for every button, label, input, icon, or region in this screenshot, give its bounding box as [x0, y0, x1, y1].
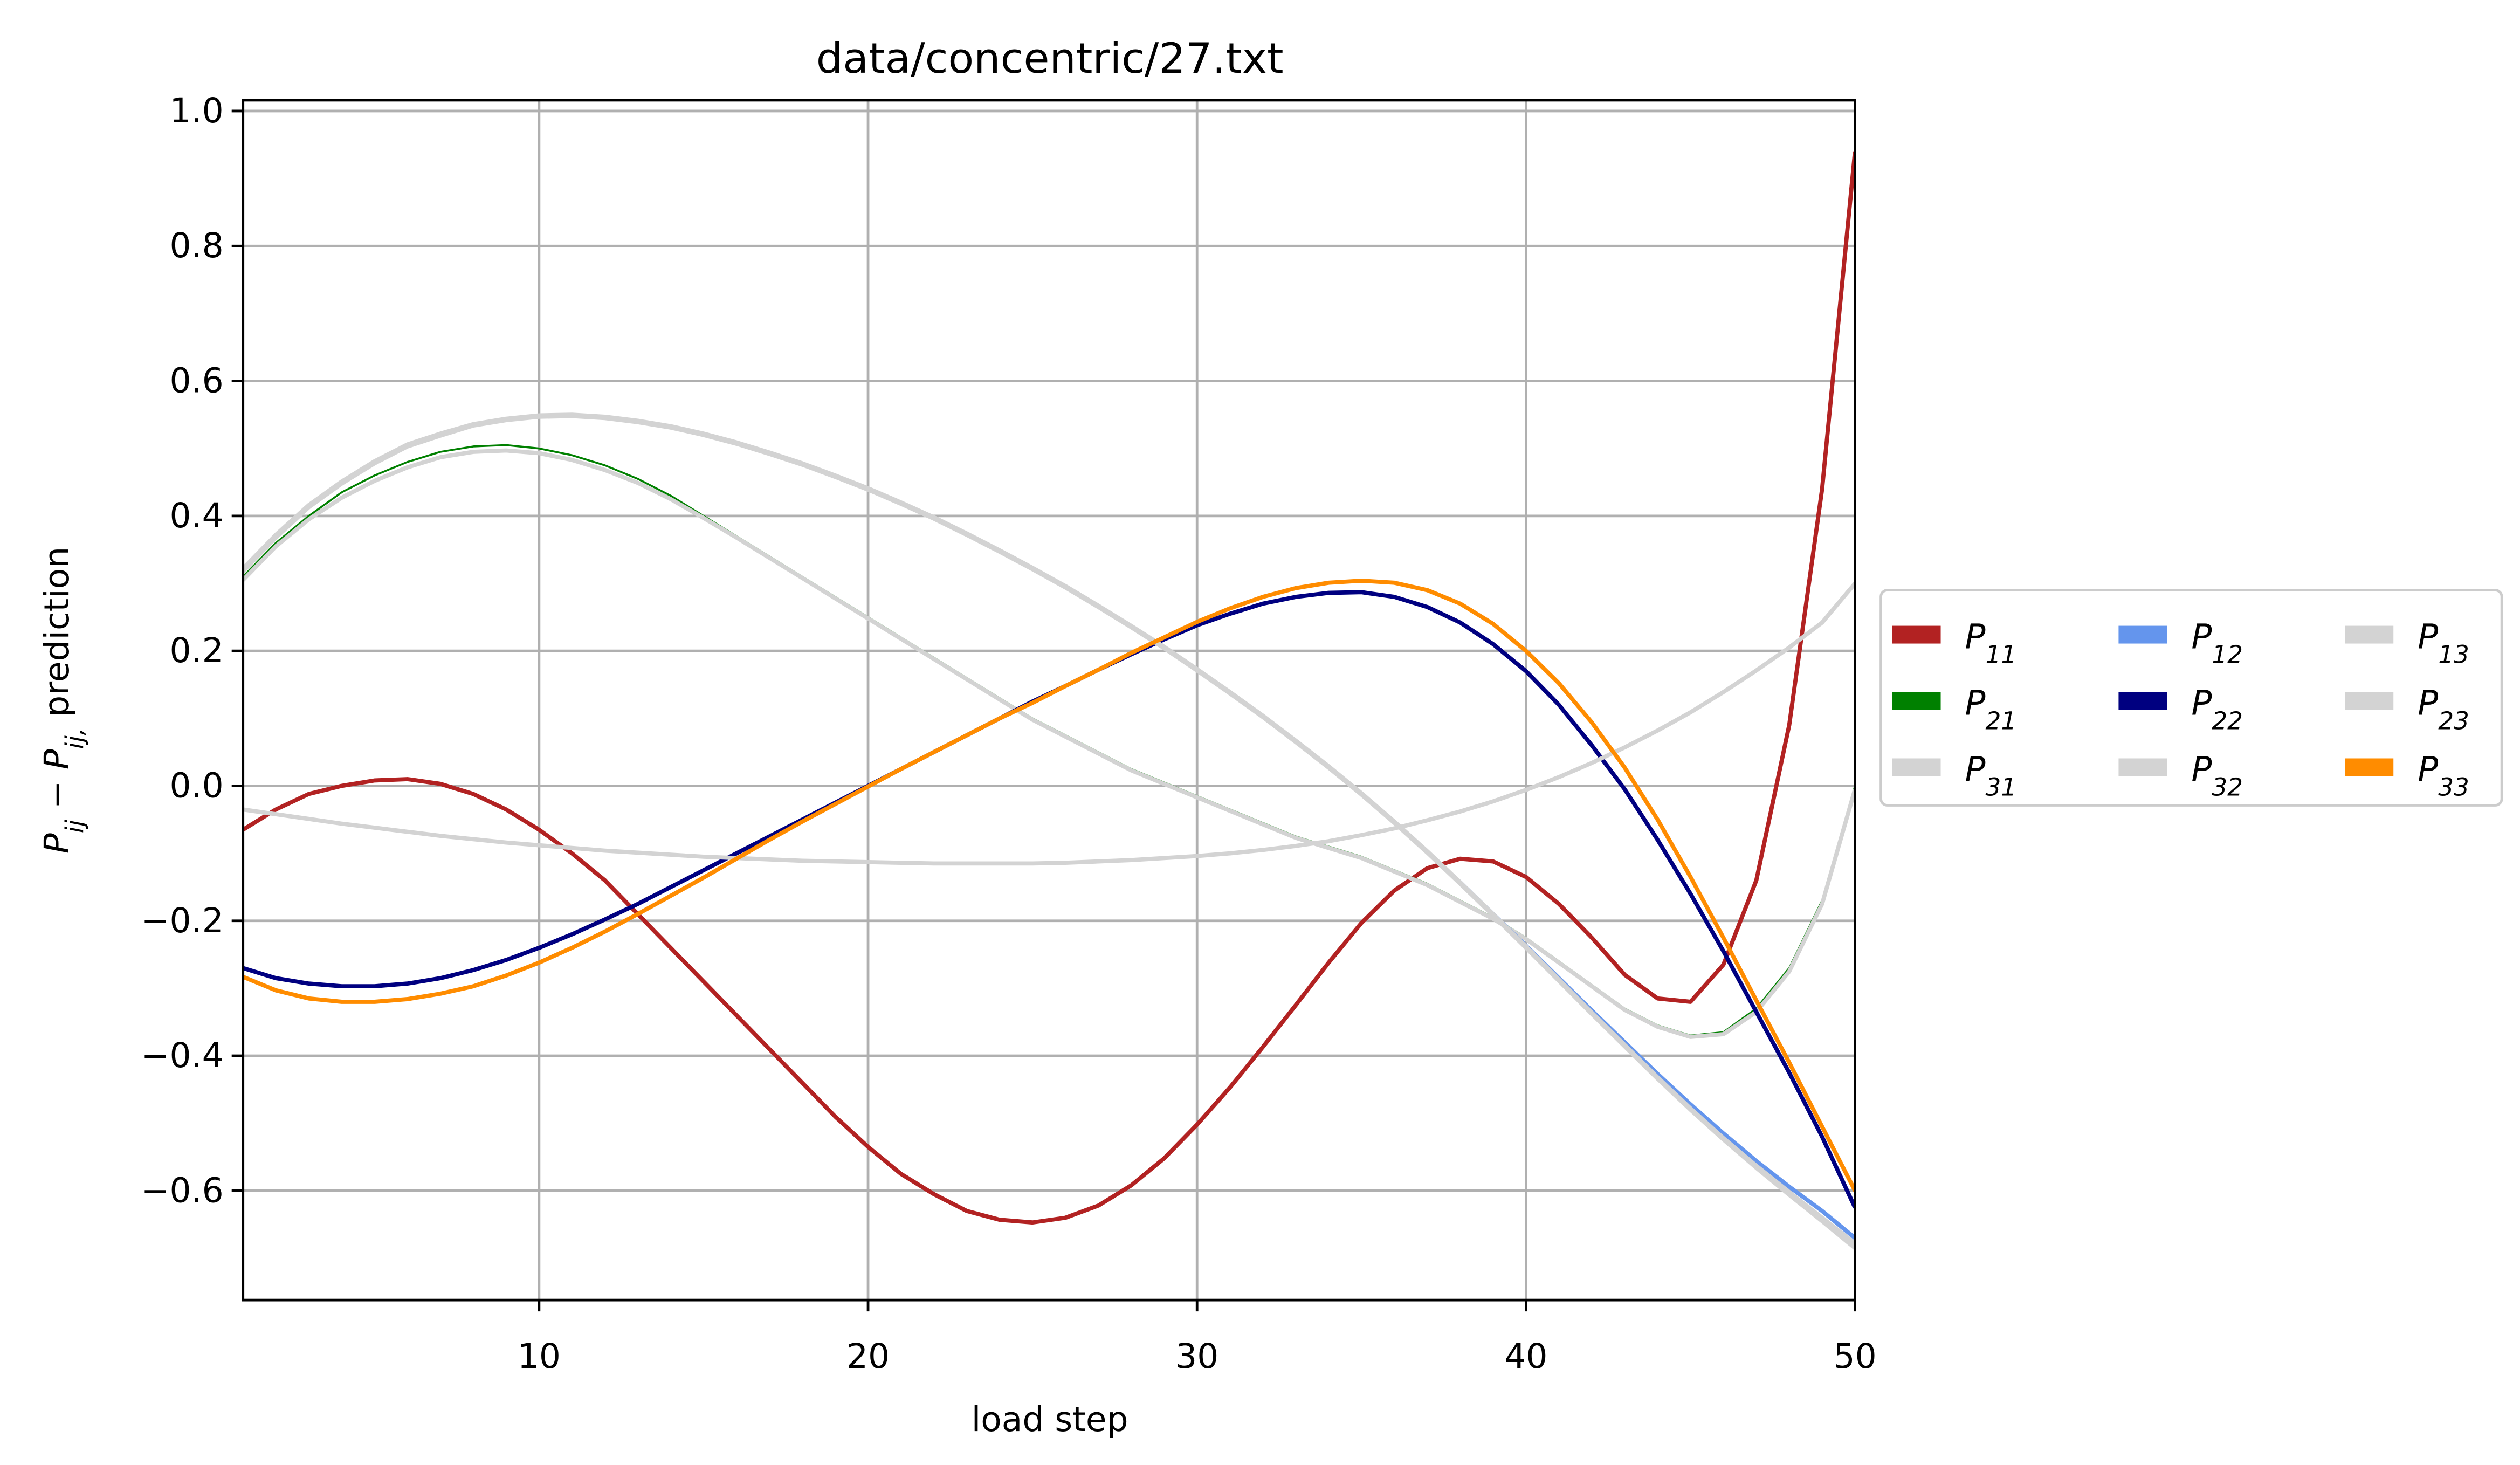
legend-label: P23	[2418, 684, 2469, 735]
legend-label: P21	[1965, 684, 2017, 735]
legend-swatch	[1892, 758, 1941, 776]
series-line	[243, 579, 1855, 1192]
legend-label: P22	[2191, 684, 2243, 735]
series-line	[243, 412, 1855, 1246]
x-tick-label: 50	[1834, 1337, 1877, 1376]
legend-label: P12	[2191, 617, 2243, 669]
y-tick-label: 0.4	[170, 496, 224, 535]
y-tick-label: 0.2	[170, 631, 224, 670]
legend-label: P11	[1965, 617, 2017, 669]
chart-title: data/concentric/27.txt	[816, 35, 1284, 83]
series-line	[243, 448, 1855, 1039]
x-axis-label: load step	[972, 1400, 1128, 1439]
y-tick-label: 0.8	[170, 226, 224, 265]
legend-swatch	[1892, 625, 1941, 644]
legend-box	[1879, 589, 2503, 807]
legend-swatch	[2118, 758, 2167, 776]
series-line	[243, 151, 1855, 1225]
legend-swatch	[2345, 758, 2394, 776]
legend-label: P31	[1965, 749, 2017, 801]
legend-swatch	[2118, 692, 2167, 710]
legend-label: P33	[2418, 749, 2469, 801]
x-tick-label: 20	[846, 1337, 890, 1376]
legend-swatch	[2345, 625, 2394, 644]
x-tick-label: 30	[1175, 1337, 1218, 1376]
y-tick-label: 0.6	[170, 361, 224, 401]
y-tick-label: 1.0	[170, 91, 224, 130]
x-tick-label: 10	[518, 1337, 561, 1376]
legend-label: P32	[2191, 749, 2243, 801]
legend-swatch	[2118, 625, 2167, 644]
series-line	[243, 582, 1855, 866]
y-tick-label: −0.6	[141, 1171, 224, 1210]
y-tick-label: −0.2	[141, 901, 224, 940]
legend-label: P13	[2418, 617, 2469, 669]
legend-swatch	[2345, 692, 2394, 710]
x-tick-label: 40	[1504, 1337, 1547, 1376]
y-tick-label: 0.0	[170, 766, 224, 805]
plot-frame	[242, 99, 1856, 1302]
y-tick-label: −0.4	[141, 1036, 224, 1075]
legend-swatch	[1892, 692, 1941, 710]
